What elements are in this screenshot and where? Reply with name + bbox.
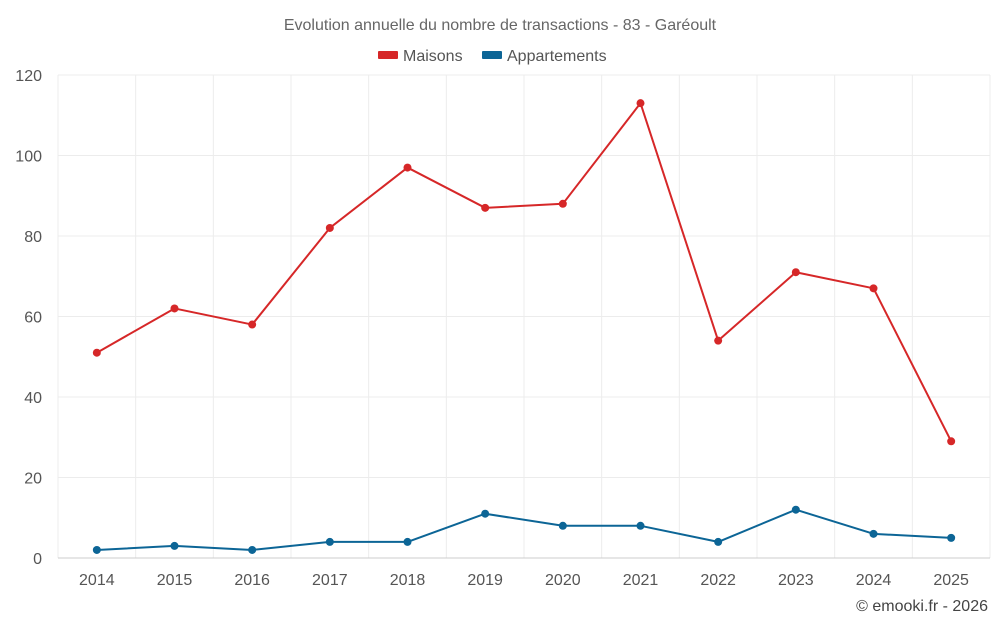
- data-point-appartements-2016[interactable]: [248, 545, 257, 554]
- x-tick-label: 2025: [933, 572, 969, 589]
- y-tick-label: 0: [33, 551, 42, 568]
- series-line-maisons: [96, 102, 953, 442]
- x-tick-label: 2019: [467, 572, 503, 589]
- x-tick-label: 2016: [234, 572, 270, 589]
- legend-swatch-appartements: [482, 51, 502, 59]
- legend-item-appartements[interactable]: Appartements: [482, 48, 607, 65]
- axes: 0 20 40 60 80 100 120 2014 2015 2016 2017 2018 2019 2…: [15, 68, 990, 589]
- data-point-maisons-2018[interactable]: [403, 163, 412, 172]
- data-point-appartements-2020[interactable]: [558, 521, 567, 530]
- y-tick-label: 40: [24, 390, 42, 407]
- x-tick-label: 2017: [312, 572, 348, 589]
- y-tick-label: 100: [15, 149, 42, 166]
- series-line-appartements: [96, 508, 952, 551]
- data-point-maisons-2014[interactable]: [92, 348, 101, 357]
- legend-item-maisons[interactable]: Maisons: [378, 48, 463, 65]
- data-point-maisons-2025[interactable]: [947, 437, 956, 446]
- x-tick-label: 2015: [157, 572, 193, 589]
- chart-title: Evolution annuelle du nombre de transact…: [284, 17, 717, 34]
- x-tick-label: 2021: [623, 572, 659, 589]
- data-point-appartements-2025[interactable]: [947, 533, 956, 542]
- x-tick-label: 2014: [79, 572, 115, 589]
- credit-text: © emooki.fr - 2026: [856, 598, 988, 615]
- data-point-maisons-2019[interactable]: [481, 203, 490, 212]
- legend-swatch-maisons: [378, 51, 398, 59]
- data-point-maisons-2020[interactable]: [558, 199, 567, 208]
- data-point-maisons-2023[interactable]: [791, 268, 800, 277]
- y-tick-label: 80: [24, 229, 42, 246]
- x-tick-label: 2022: [700, 572, 736, 589]
- legend-label-maisons: Maisons: [403, 48, 463, 65]
- data-point-appartements-2018[interactable]: [403, 537, 412, 546]
- data-point-appartements-2024[interactable]: [869, 529, 878, 538]
- x-tick-label: 2023: [778, 572, 814, 589]
- data-point-maisons-2015[interactable]: [170, 304, 179, 313]
- data-point-appartements-2015[interactable]: [170, 541, 179, 550]
- x-tick-label: 2024: [856, 572, 892, 589]
- y-tick-label: 20: [24, 471, 42, 488]
- legend-label-appartements: Appartements: [507, 48, 607, 65]
- series: [92, 99, 956, 554]
- data-point-appartements-2019[interactable]: [481, 509, 490, 518]
- data-point-maisons-2024[interactable]: [869, 284, 878, 293]
- data-point-appartements-2014[interactable]: [92, 545, 101, 554]
- data-point-appartements-2022[interactable]: [714, 537, 723, 546]
- data-point-maisons-2021[interactable]: [636, 99, 645, 108]
- data-point-appartements-2023[interactable]: [791, 505, 800, 514]
- x-tick-label: 2020: [545, 572, 581, 589]
- x-tick-label: 2018: [390, 572, 426, 589]
- grid: [57, 74, 991, 559]
- y-tick-label: 120: [15, 68, 42, 85]
- data-point-maisons-2022[interactable]: [714, 336, 723, 345]
- data-point-maisons-2016[interactable]: [248, 320, 257, 329]
- data-point-maisons-2017[interactable]: [325, 223, 334, 232]
- legend: Maisons Appartements: [378, 48, 607, 65]
- data-point-appartements-2021[interactable]: [636, 521, 645, 530]
- y-tick-label: 60: [24, 310, 42, 327]
- data-point-appartements-2017[interactable]: [325, 537, 334, 546]
